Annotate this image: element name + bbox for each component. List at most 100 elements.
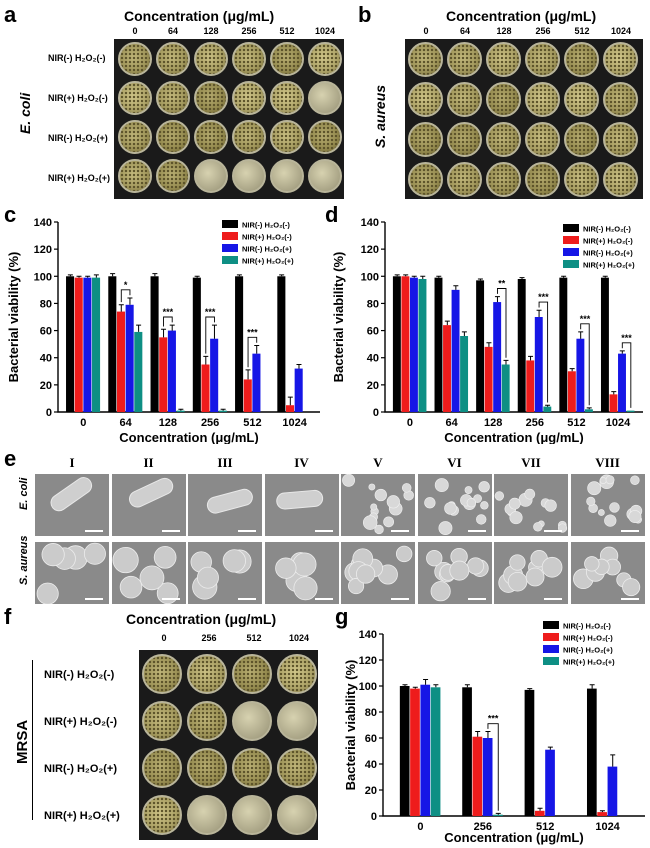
sem-image (111, 474, 186, 536)
panel-a-well (118, 159, 152, 193)
error-bar (569, 368, 575, 372)
panel-e-column-label: I (69, 455, 75, 470)
bar (607, 766, 618, 816)
sem-image (111, 542, 186, 604)
scale-bar (238, 530, 256, 532)
panel-e-column-label: VIII (595, 455, 620, 470)
panel-f-well (232, 748, 272, 788)
panel-a-conc-label: 256 (241, 26, 257, 36)
panel-b-well (447, 82, 482, 117)
x-tick-label: 256 (526, 417, 544, 429)
bar (576, 338, 585, 412)
legend-swatch (543, 621, 559, 629)
error-bar (403, 274, 409, 277)
x-tick-label: 1024 (282, 417, 307, 429)
bar (410, 688, 420, 816)
bar (443, 325, 451, 412)
panel-b-conc-label: 1024 (610, 26, 632, 36)
error-bar (85, 275, 91, 278)
error-bar (599, 810, 605, 813)
panel-a-well (232, 42, 266, 76)
bar (484, 346, 493, 412)
y-tick-label: 20 (365, 785, 377, 797)
bar (559, 277, 568, 412)
scale-bar (391, 530, 409, 532)
panel-b-well (525, 162, 560, 197)
sem-image (341, 474, 415, 536)
y-tick-label: 100 (34, 271, 52, 283)
panel-f-well (142, 701, 182, 741)
error-bar (402, 684, 408, 686)
error-bar (578, 331, 584, 339)
panel-f-row-label: NIR(+) H₂O₂(+) (44, 810, 120, 822)
error-bar (527, 688, 533, 690)
error-bar (110, 273, 116, 277)
panel-a-well (156, 120, 190, 154)
bar (567, 371, 576, 412)
panel-f-plate-photo (139, 650, 318, 840)
error-bar (254, 345, 260, 354)
x-tick-label: 128 (159, 417, 177, 429)
bar (83, 277, 92, 412)
panel-a-conc-label: 64 (167, 26, 178, 36)
bar (401, 276, 410, 412)
bar (543, 406, 552, 412)
bar (66, 276, 75, 412)
y-tick-label: 20 (40, 380, 52, 392)
y-tick-label: 0 (373, 407, 379, 419)
panel-b-conc-label: 0 (423, 26, 429, 36)
significance-label: ** (498, 279, 506, 289)
significance-bracket (163, 316, 173, 327)
bar (517, 279, 526, 412)
y-tick-label: 100 (361, 271, 379, 283)
bar (586, 688, 597, 816)
y-tick-label: 120 (359, 655, 377, 667)
panel-b-well (408, 162, 443, 197)
scale-bar (314, 530, 333, 532)
panel-b-well (603, 82, 638, 117)
bar (116, 311, 126, 412)
y-tick-label: 80 (365, 707, 377, 719)
error-bar (412, 686, 418, 689)
bar (451, 289, 460, 412)
scale-bar (161, 530, 180, 532)
panel-b-well (408, 122, 443, 157)
panel-f-row-label: NIR(+) H₂O₂(-) (44, 716, 118, 728)
legend-label: NIR(-) H₂O₂(-) (563, 622, 611, 631)
error-bar (433, 684, 439, 688)
bar (462, 687, 472, 816)
error-bar (586, 407, 592, 410)
panel-b-well (603, 162, 638, 197)
bar (243, 379, 252, 412)
legend-label: NIR(-) H₂O₂(+) (563, 646, 613, 655)
panel-f-species: MRSA (14, 719, 31, 764)
sem-image (264, 474, 339, 536)
error-bar (136, 324, 142, 332)
bar (534, 810, 545, 816)
bar (218, 410, 227, 412)
panel-e-row-ecoli: E. coli (18, 477, 30, 510)
y-axis-label: Bacterial viability (%) (6, 252, 21, 383)
error-bar (602, 275, 608, 278)
panel-label-b: b (358, 2, 372, 27)
x-tick-label: 0 (407, 417, 413, 429)
panel-e-column-label: VII (521, 455, 541, 470)
error-bar (93, 274, 99, 278)
panel-b-well (603, 122, 638, 157)
bar (277, 276, 286, 412)
y-tick-label: 40 (367, 353, 379, 365)
legend-swatch (563, 260, 579, 268)
panel-f-conc-label: 0 (161, 633, 167, 643)
error-bar (503, 359, 509, 365)
bar (430, 687, 441, 816)
error-bar (486, 342, 492, 347)
panel-label-f: f (4, 604, 12, 629)
y-tick-label: 0 (371, 811, 377, 823)
bar (618, 353, 626, 412)
x-tick-label: 1024 (595, 821, 620, 833)
panel-b-well (486, 162, 521, 197)
bar (176, 410, 185, 412)
panel-a-well (118, 81, 152, 115)
bar (285, 405, 295, 412)
x-axis-label: Concentration (μg/mL) (444, 430, 583, 444)
